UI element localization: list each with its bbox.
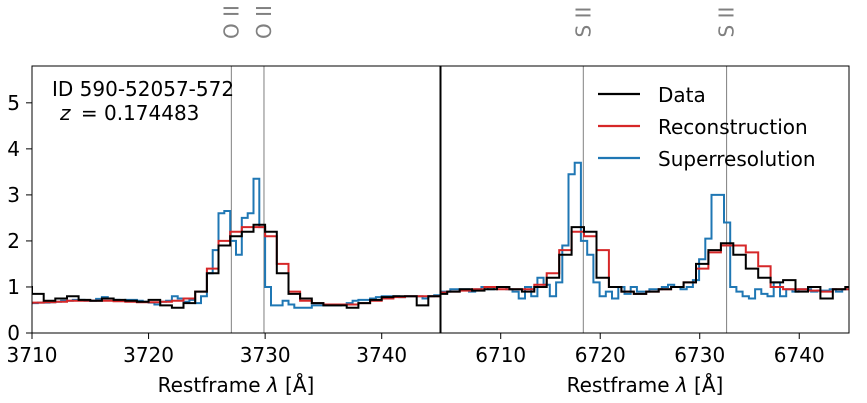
y-tick-label-4: 4 xyxy=(7,137,20,161)
x-tick-label-0-0: 3710 xyxy=(7,343,58,367)
x-tick-label-1-1: 6720 xyxy=(575,343,626,367)
plot-frame-0 xyxy=(31,65,441,334)
x-axis-label-left-unit: [Å] xyxy=(279,373,315,397)
series-superresolution-0 xyxy=(32,177,440,309)
emission-line-label-0-0: O II xyxy=(219,5,243,39)
y-axis: 0 1 2 3 4 5 xyxy=(7,91,32,345)
x-axis-label-right-symbol: λ xyxy=(675,373,688,397)
x-tick-label-0-3: 3740 xyxy=(356,343,407,367)
x-tick-label-0-2: 3730 xyxy=(240,343,291,367)
series-data-1 xyxy=(441,226,849,300)
emission-line-label-1-1: S II xyxy=(715,7,739,38)
x-axis-label-right-unit: [Å] xyxy=(688,373,724,397)
legend-label-superresolution: Superresolution xyxy=(658,147,816,171)
x-tick-label-1-0: 6710 xyxy=(475,343,526,367)
x-tick-label-0-1: 3720 xyxy=(123,343,174,367)
redshift-value: = 0.174483 xyxy=(81,101,200,125)
panel-sii: S II S II 6710 6720 6730 6740 xyxy=(440,7,850,367)
legend-label-reconstruction: Reconstruction xyxy=(658,115,808,139)
y-tick-label-5: 5 xyxy=(7,91,20,115)
y-tick-label-0: 0 xyxy=(7,321,20,345)
series-reconstruction-1 xyxy=(441,230,849,295)
redshift-symbol: z xyxy=(59,101,71,125)
emission-line-label-1-0: S II xyxy=(571,7,595,38)
y-tick-label-2: 2 xyxy=(7,229,20,253)
plot-frame-1 xyxy=(440,65,850,334)
panel-oii: O II O II 3710 3720 3730 3740 xyxy=(7,5,441,367)
x-tick-label-1-2: 6730 xyxy=(674,343,725,367)
series-superresolution-1 xyxy=(441,161,849,300)
x-axis-label-left: Restframe λ [Å] xyxy=(158,373,315,397)
x-axis-label-left-main: Restframe xyxy=(158,373,267,397)
series-data-0 xyxy=(32,223,440,309)
legend-label-data: Data xyxy=(658,83,706,107)
y-tick-label-1: 1 xyxy=(7,275,20,299)
y-tick-label-3: 3 xyxy=(7,183,20,207)
emission-line-label-0-1: O II xyxy=(252,5,276,39)
x-tick-label-1-3: 6740 xyxy=(774,343,825,367)
redshift-label: z = 0.174483 xyxy=(59,101,199,125)
x-axis-label-left-symbol: λ xyxy=(266,373,279,397)
x-axis-label-right-main: Restframe xyxy=(567,373,676,397)
x-axis-label-right: Restframe λ [Å] xyxy=(567,373,724,397)
object-id: ID 590-52057-572 xyxy=(52,77,234,101)
legend: Data Reconstruction Superresolution xyxy=(598,83,816,171)
